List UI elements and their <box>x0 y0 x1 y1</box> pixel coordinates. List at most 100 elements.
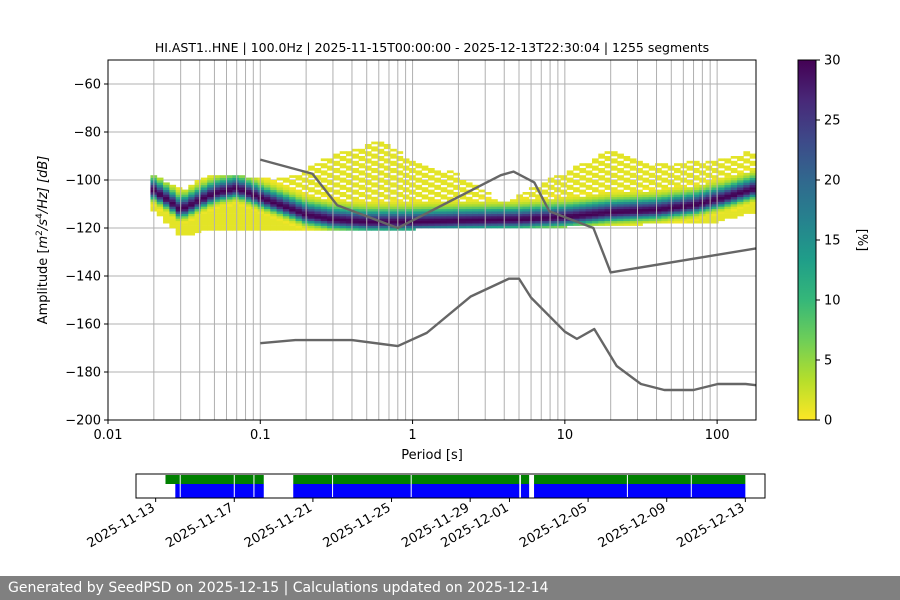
heatmap-cell <box>446 211 454 214</box>
y-tick-label: −180 <box>65 366 101 381</box>
y-tick-label: −80 <box>74 126 101 141</box>
heatmap-cell <box>655 206 662 210</box>
heatmap-cell <box>440 220 448 224</box>
heatmap-cell <box>743 177 751 181</box>
heatmap-cell <box>434 211 442 214</box>
heatmap-cell <box>516 225 524 229</box>
heatmap-cell <box>604 163 612 166</box>
heatmap-cell <box>686 216 694 219</box>
heatmap-cell <box>718 177 725 181</box>
heatmap-cell <box>636 177 643 181</box>
heatmap-cell <box>207 204 214 207</box>
heatmap-cell <box>655 220 662 224</box>
heatmap-cell <box>566 180 574 183</box>
heatmap-cell <box>301 172 309 176</box>
heatmap-cell <box>749 153 756 157</box>
heatmap-cell <box>226 218 233 222</box>
heatmap-cell <box>396 151 404 154</box>
heatmap-cell <box>642 220 650 224</box>
heatmap-cell <box>453 199 460 202</box>
heatmap-cell <box>194 218 202 222</box>
heatmap-cell <box>301 184 309 188</box>
heatmap-cell <box>478 206 486 210</box>
heatmap-cell <box>213 194 221 198</box>
heatmap-cell <box>371 184 378 188</box>
heatmap-cell <box>705 208 713 212</box>
heatmap-cell <box>188 184 196 188</box>
heatmap-cell <box>617 194 624 198</box>
heatmap-cell <box>522 211 530 214</box>
heatmap-cell <box>642 218 650 222</box>
heatmap-cell <box>724 201 732 205</box>
heatmap-cell <box>629 213 637 217</box>
heatmap-cell <box>434 177 442 181</box>
heatmap-cell <box>692 206 700 210</box>
heatmap-cell <box>163 220 170 224</box>
heatmap-cell <box>200 220 208 224</box>
heatmap-cell <box>718 199 725 202</box>
heatmap-cell <box>617 177 624 181</box>
heatmap-cell <box>484 199 492 202</box>
heatmap-cell <box>219 208 227 212</box>
heatmap-cell <box>226 201 233 205</box>
heatmap-cell <box>219 184 227 188</box>
heatmap-cell <box>207 213 214 217</box>
heatmap-cell <box>497 223 505 226</box>
heatmap-cell <box>648 218 656 222</box>
heatmap-cell <box>730 168 738 171</box>
heatmap-cell <box>642 196 650 200</box>
heatmap-cell <box>585 201 593 205</box>
heatmap-cell <box>655 208 662 212</box>
heatmap-cell <box>711 189 719 193</box>
heatmap-cell <box>598 218 606 222</box>
heatmap-cell <box>674 163 681 166</box>
heatmap-cell <box>440 223 448 226</box>
heatmap-cell <box>245 211 252 214</box>
heatmap-cell <box>339 225 347 229</box>
heatmap-cell <box>371 141 378 145</box>
heatmap-cell <box>263 223 271 226</box>
heatmap-cell <box>213 192 221 195</box>
heatmap-cell <box>724 184 732 188</box>
heatmap-cell <box>730 213 738 217</box>
heatmap-cell <box>238 194 246 198</box>
heatmap-cell <box>251 220 259 224</box>
heatmap-cell <box>686 206 694 210</box>
heatmap-cell <box>446 184 454 188</box>
heatmap-cell <box>459 216 467 219</box>
heatmap-cell <box>396 172 404 176</box>
heatmap-cell <box>541 206 549 210</box>
heatmap-cell <box>440 213 448 217</box>
heatmap-cell <box>737 194 744 198</box>
heatmap-cell <box>484 216 492 219</box>
heatmap-cell <box>629 165 637 169</box>
heatmap-cell <box>446 182 454 186</box>
heatmap-cell <box>308 220 315 224</box>
heatmap-cell <box>478 189 486 193</box>
heatmap-cell <box>617 211 624 214</box>
heatmap-cell <box>692 163 700 166</box>
heatmap-cell <box>737 170 744 174</box>
heatmap-cell <box>629 208 637 212</box>
heatmap-cell <box>377 228 385 231</box>
heatmap-cell <box>598 184 606 188</box>
heatmap-cell <box>276 225 284 229</box>
heatmap-cell <box>245 218 252 222</box>
heatmap-cell <box>219 225 227 229</box>
heatmap-cell <box>674 177 681 181</box>
heatmap-cell <box>289 192 296 195</box>
heatmap-cell <box>705 211 713 214</box>
heatmap-cell <box>642 199 650 202</box>
heatmap-cell <box>345 172 353 176</box>
heatmap-cell <box>604 156 612 159</box>
heatmap-cell <box>718 204 725 207</box>
heatmap-cell <box>516 204 524 207</box>
heatmap-cell <box>219 213 227 217</box>
heatmap-cell <box>421 204 429 207</box>
heatmap-cell <box>749 168 756 171</box>
heatmap-cell <box>692 208 700 212</box>
heatmap-cell <box>364 228 372 231</box>
heatmap-cell <box>200 201 208 205</box>
heatmap-cell <box>648 204 656 207</box>
heatmap-cell <box>718 216 725 219</box>
